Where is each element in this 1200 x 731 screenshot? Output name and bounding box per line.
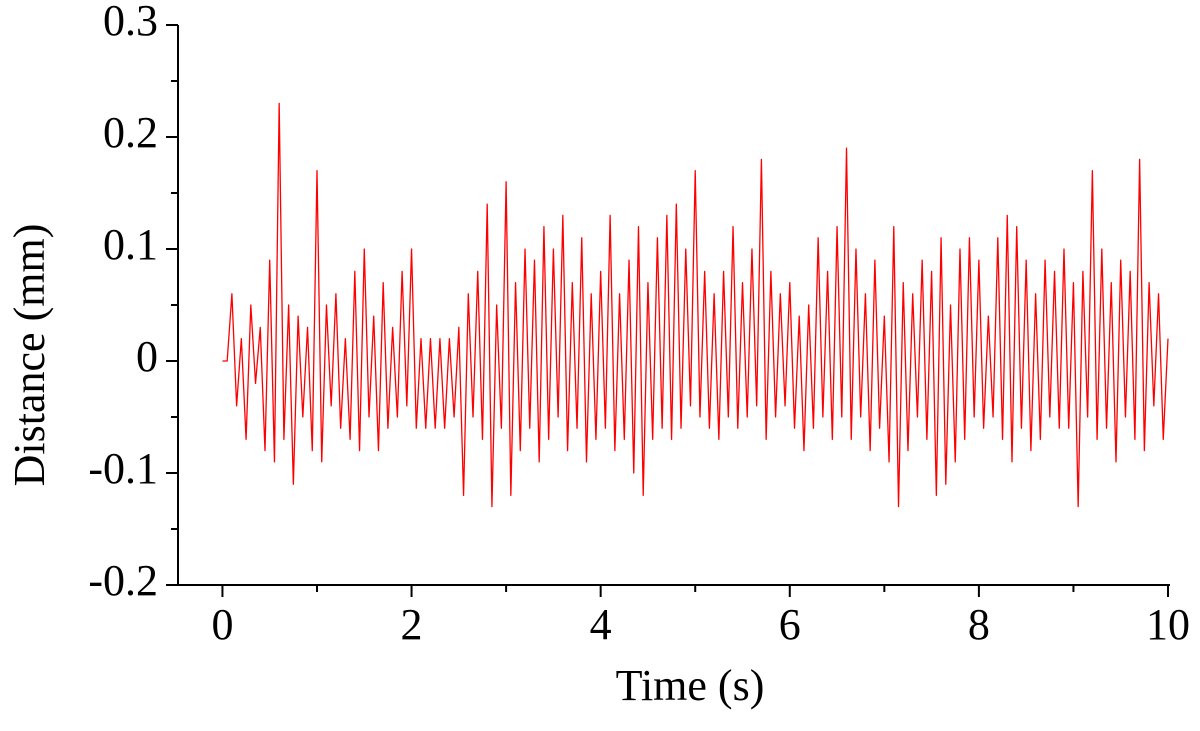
- x-tick-label: 8: [968, 600, 990, 649]
- y-tick-label: -0.1: [88, 444, 158, 493]
- y-tick-label: -0.2: [88, 556, 158, 605]
- x-tick-label: 4: [590, 600, 612, 649]
- y-axis-label: Distance (mm): [5, 224, 54, 487]
- y-tick-label: 0.3: [103, 0, 158, 45]
- y-tick-label: 0.1: [103, 220, 158, 269]
- x-tick-label: 2: [401, 600, 423, 649]
- y-tick-label: 0: [136, 332, 158, 381]
- x-tick-label: 10: [1146, 600, 1190, 649]
- x-tick-label: 6: [779, 600, 801, 649]
- y-tick-label: 0.2: [103, 108, 158, 157]
- data-line: [222, 102, 1169, 508]
- x-axis-label: Time (s): [616, 661, 765, 710]
- x-tick-label: 0: [211, 600, 233, 649]
